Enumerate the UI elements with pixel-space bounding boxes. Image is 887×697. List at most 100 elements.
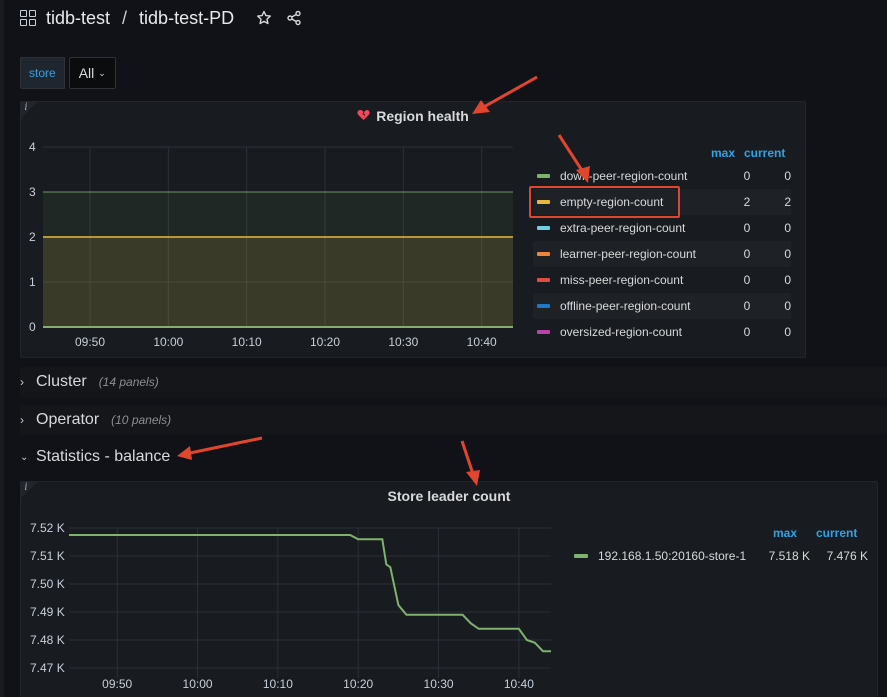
series-max: 0 bbox=[743, 299, 751, 313]
breadcrumb-dashboard[interactable]: tidb-test-PD bbox=[139, 7, 235, 28]
store-leader-plot[interactable]: 7.47 K 7.48 K 7.49 K 7.50 K 7.51 K 7.52 K 09:5… bbox=[21, 482, 566, 697]
x-tick-label: 10:20 bbox=[343, 677, 373, 691]
series-name: offline-peer-region-count bbox=[559, 299, 691, 313]
series-current: 0 bbox=[784, 299, 792, 313]
panel-title-text: Store leader count bbox=[387, 488, 511, 504]
legend-item[interactable]: offline-peer-region-count 0 0 bbox=[533, 293, 791, 319]
store-variable-value: All bbox=[78, 65, 95, 81]
legend-header-max[interactable]: max bbox=[711, 146, 736, 160]
legend-item[interactable]: extra-peer-region-count 0 0 bbox=[533, 215, 791, 241]
series-name: miss-peer-region-count bbox=[559, 273, 684, 287]
series-current: 0 bbox=[784, 247, 792, 261]
series-name: oversized-region-count bbox=[559, 325, 682, 339]
series-color-swatch bbox=[537, 200, 550, 204]
dashboard-header: tidb-test / tidb-test-PD bbox=[20, 6, 304, 30]
row-cluster[interactable]: › Cluster (14 panels) bbox=[20, 367, 159, 397]
chevron-right-icon: › bbox=[20, 413, 24, 427]
series-color-swatch bbox=[537, 278, 550, 282]
series-max: 0 bbox=[743, 247, 751, 261]
series-color-swatch bbox=[537, 304, 550, 308]
x-tick-label: 10:00 bbox=[153, 335, 183, 349]
star-icon[interactable] bbox=[254, 8, 274, 28]
series-color-swatch bbox=[537, 226, 550, 230]
legend-header-max[interactable]: max bbox=[773, 526, 798, 540]
row-statistics-balance[interactable]: ⌄ Statistics - balance bbox=[20, 442, 170, 472]
series-max: 7.518 K bbox=[768, 549, 810, 563]
y-tick-label: 2 bbox=[29, 230, 36, 244]
legend-item[interactable]: oversized-region-count 0 0 bbox=[533, 319, 791, 345]
legend-item[interactable]: miss-peer-region-count 0 0 bbox=[533, 267, 791, 293]
y-tick-label: 4 bbox=[29, 140, 36, 154]
series-current: 2 bbox=[784, 195, 792, 209]
store-variable-label: store bbox=[20, 57, 65, 89]
x-tick-label: 09:50 bbox=[75, 335, 105, 349]
legend-item[interactable]: empty-region-count 2 2 bbox=[533, 189, 791, 215]
row-bg-cluster bbox=[20, 367, 887, 397]
x-tick-label: 10:20 bbox=[310, 335, 340, 349]
series-color-swatch bbox=[537, 330, 550, 334]
panel-title-text: Region health bbox=[376, 108, 469, 124]
left-edge bbox=[0, 0, 4, 697]
series-current: 0 bbox=[784, 169, 792, 183]
series-color-swatch bbox=[537, 174, 550, 178]
series-name: empty-region-count bbox=[559, 195, 664, 209]
variable-bar: store All ⌄ bbox=[20, 57, 116, 89]
region-health-panel: i Region health 0 1 2 3 4 09:50 10:00 10:10 10:2… bbox=[20, 101, 806, 358]
panel-title[interactable]: Region health bbox=[21, 108, 805, 124]
legend-item[interactable]: 192.168.1.50:20160-store-1 7.518 K 7.476 K bbox=[574, 543, 874, 569]
legend-item[interactable]: down-peer-region-count 0 0 bbox=[533, 163, 791, 189]
series-max: 2 bbox=[743, 195, 751, 209]
x-tick-label: 10:10 bbox=[232, 335, 262, 349]
row-title: Statistics - balance bbox=[36, 448, 171, 465]
breadcrumb-folder[interactable]: tidb-test bbox=[46, 7, 111, 28]
region-health-plot[interactable]: 0 1 2 3 4 09:50 10:00 10:10 10:20 10:30 10:40 bbox=[21, 126, 541, 356]
store-variable-select[interactable]: All ⌄ bbox=[68, 57, 116, 89]
right-panel-edge bbox=[878, 481, 887, 697]
y-tick-label: 7.48 K bbox=[30, 633, 65, 647]
legend-item[interactable]: learner-peer-region-count 0 0 bbox=[533, 241, 791, 267]
x-tick-label: 10:30 bbox=[424, 677, 454, 691]
share-icon[interactable] bbox=[284, 8, 304, 28]
x-tick-label: 10:40 bbox=[467, 335, 497, 349]
y-tick-label: 7.47 K bbox=[30, 661, 65, 675]
series-max: 0 bbox=[743, 221, 751, 235]
broken-heart-icon bbox=[357, 108, 370, 124]
panel-title[interactable]: Store leader count bbox=[21, 488, 877, 504]
y-tick-label: 7.52 K bbox=[30, 521, 65, 535]
y-tick-label: 0 bbox=[29, 320, 36, 334]
series-name: 192.168.1.50:20160-store-1 bbox=[598, 549, 747, 563]
series-max: 0 bbox=[743, 169, 751, 183]
x-tick-label: 09:50 bbox=[102, 677, 132, 691]
row-title: Operator bbox=[36, 411, 100, 428]
chevron-down-icon: ⌄ bbox=[98, 67, 106, 78]
y-tick-label: 3 bbox=[29, 185, 36, 199]
x-tick-label: 10:40 bbox=[504, 677, 534, 691]
x-tick-label: 10:30 bbox=[388, 335, 418, 349]
series-name: learner-peer-region-count bbox=[559, 247, 697, 261]
threshold-fill bbox=[43, 192, 513, 327]
dashboards-grid-icon[interactable] bbox=[20, 10, 36, 26]
breadcrumb-separator: / bbox=[122, 7, 128, 28]
row-panel-count: (10 panels) bbox=[111, 413, 172, 427]
chevron-right-icon: › bbox=[20, 375, 24, 389]
chevron-down-icon: ⌄ bbox=[20, 451, 29, 463]
series-name: down-peer-region-count bbox=[559, 169, 688, 183]
series-current: 0 bbox=[784, 273, 792, 287]
series-max: 0 bbox=[743, 325, 751, 339]
series-color-swatch bbox=[537, 252, 550, 256]
series-name: extra-peer-region-count bbox=[559, 221, 686, 235]
legend-header-current[interactable]: current bbox=[816, 526, 858, 540]
y-tick-label: 7.50 K bbox=[30, 577, 65, 591]
legend-header-current[interactable]: current bbox=[744, 146, 786, 160]
series-fill bbox=[43, 237, 513, 327]
row-panel-count: (14 panels) bbox=[98, 375, 159, 389]
series-color-swatch bbox=[574, 554, 588, 558]
row-operator[interactable]: › Operator (10 panels) bbox=[20, 405, 171, 435]
y-tick-label: 7.51 K bbox=[30, 549, 65, 563]
series-max: 0 bbox=[743, 273, 751, 287]
y-tick-label: 1 bbox=[29, 275, 36, 289]
x-tick-label: 10:10 bbox=[263, 677, 293, 691]
series-current: 0 bbox=[784, 221, 792, 235]
x-tick-label: 10:00 bbox=[183, 677, 213, 691]
